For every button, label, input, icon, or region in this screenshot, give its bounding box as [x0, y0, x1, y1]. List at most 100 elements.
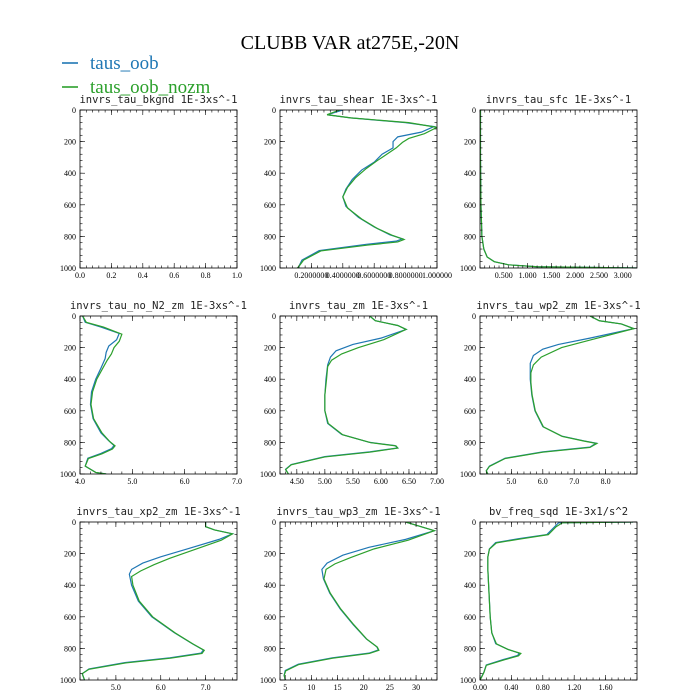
panel-6: invrs_tau_xp2_zm 1E-3xs^-10 200 400 600 800 1… — [60, 506, 241, 692]
ytick-label-4-3: 600 — [264, 407, 276, 416]
ytick-label-3-1: 200 — [64, 344, 76, 353]
panel-frame-2 — [479, 109, 638, 269]
panel-frame-0 — [79, 109, 238, 269]
xtick-label-4-4: 6.50 — [402, 477, 416, 486]
ytick-label-1-1: 200 — [264, 138, 276, 147]
panel-title-0: invrs_tau_bkgnd 1E-3xs^-1 — [79, 94, 237, 106]
ytick-label-6-4: 800 — [64, 644, 76, 653]
panel-0: invrs_tau_bkgnd 1E-3xs^-10 200 400 600 800 10… — [60, 94, 242, 280]
xtick-label-6-2: 7.0 — [201, 683, 211, 692]
xtick-label-0-2: 0.4 — [138, 271, 148, 280]
ytick-label-7-5: 1000 — [260, 676, 276, 685]
series-line-3-0 — [82, 316, 121, 474]
xtick-label-4-5: 7.00 — [430, 477, 444, 486]
ytick-label-8-5: 1000 — [460, 676, 476, 685]
ytick-label-3-3: 600 — [64, 407, 76, 416]
ytick-label-0-0: 0 — [72, 106, 76, 115]
series-line-2-1 — [480, 110, 637, 268]
series-line-1-0 — [298, 110, 437, 268]
xtick-label-4-0: 4.50 — [290, 477, 304, 486]
ytick-label-7-1: 200 — [264, 550, 276, 559]
panel-4: invrs_tau_zm 1E-3xs^-1 0 200 400 600 800 1000 4… — [260, 300, 444, 486]
ytick-label-6-2: 400 — [64, 581, 76, 590]
xtick-label-3-0: 4.0 — [75, 477, 85, 486]
xtick-label-2-3: 2.000 — [566, 271, 584, 280]
ytick-label-5-2: 400 — [464, 375, 476, 384]
xtick-label-7-5: 30 — [412, 683, 420, 692]
series-line-6-1 — [81, 522, 235, 680]
ytick-label-0-2: 400 — [64, 169, 76, 178]
series-line-5-1 — [485, 316, 636, 474]
ytick-label-1-0: 0 — [272, 106, 276, 115]
panel-title-5: invrs_tau_wp2_zm 1E-3xs^-1 — [476, 300, 640, 312]
series-line-3-1 — [82, 316, 123, 474]
xtick-label-7-4: 25 — [386, 683, 394, 692]
xtick-label-2-1: 1.000 — [519, 271, 537, 280]
xtick-label-5-2: 7.0 — [569, 477, 579, 486]
xtick-label-8-4: 1.60 — [599, 683, 613, 692]
ytick-label-8-4: 800 — [464, 644, 476, 653]
series-line-1-1 — [296, 110, 437, 268]
xtick-label-3-1: 5.0 — [127, 477, 137, 486]
xtick-label-7-0: 5 — [283, 683, 287, 692]
panel-frame-7 — [279, 521, 438, 681]
xtick-label-6-0: 5.0 — [111, 683, 121, 692]
series-line-7-0 — [283, 522, 437, 680]
ytick-label-4-0: 0 — [272, 312, 276, 321]
panel-frame-4 — [279, 315, 438, 475]
ytick-label-6-3: 600 — [64, 613, 76, 622]
ytick-label-2-4: 800 — [464, 232, 476, 241]
xtick-label-5-0: 5.0 — [506, 477, 516, 486]
xtick-label-1-1: 0.4000000 — [326, 271, 360, 280]
series-line-7-1 — [283, 522, 437, 680]
ytick-label-2-0: 0 — [472, 106, 476, 115]
xtick-label-4-3: 6.00 — [374, 477, 388, 486]
panel-frame-6 — [79, 521, 238, 681]
ytick-label-5-1: 200 — [464, 344, 476, 353]
xtick-label-5-1: 6.0 — [538, 477, 548, 486]
xtick-label-0-1: 0.2 — [106, 271, 116, 280]
panel-title-3: invrs_tau_no_N2_zm 1E-3xs^-1 — [70, 300, 247, 312]
ytick-label-1-3: 600 — [264, 201, 276, 210]
legend: taus_oob taus_oob_nozm — [62, 53, 211, 98]
series-line-4-0 — [284, 316, 408, 474]
xtick-label-7-1: 10 — [307, 683, 315, 692]
ytick-label-6-5: 1000 — [60, 676, 76, 685]
ytick-label-6-1: 200 — [64, 550, 76, 559]
ytick-label-2-3: 600 — [464, 201, 476, 210]
ytick-label-4-4: 800 — [264, 438, 276, 447]
ytick-label-5-3: 600 — [464, 407, 476, 416]
xtick-label-1-3: 0.8000000 — [389, 271, 423, 280]
ytick-label-6-0: 0 — [72, 518, 76, 527]
ytick-label-1-2: 400 — [264, 169, 276, 178]
panels: invrs_tau_bkgnd 1E-3xs^-1020040060080010… — [60, 94, 641, 692]
panel-title-4: invrs_tau_zm 1E-3xs^-1 — [289, 300, 428, 312]
xtick-label-1-2: 0.6000000 — [357, 271, 391, 280]
ytick-label-0-1: 200 — [64, 138, 76, 147]
legend-label-0: taus_oob — [90, 53, 159, 74]
xtick-label-3-3: 7.0 — [232, 477, 242, 486]
xtick-label-3-2: 6.0 — [180, 477, 190, 486]
ytick-label-1-4: 800 — [264, 232, 276, 241]
panel-frame-3 — [79, 315, 238, 475]
panel-title-7: invrs_tau_wp3_zm 1E-3xs^-1 — [276, 506, 440, 518]
ytick-label-8-0: 0 — [472, 518, 476, 527]
xtick-label-8-3: 1.20 — [567, 683, 581, 692]
xtick-label-7-2: 15 — [334, 683, 342, 692]
panel-frame-5 — [479, 315, 638, 475]
panel-frame-1 — [279, 109, 438, 269]
series-line-4-1 — [284, 316, 408, 474]
ytick-label-2-5: 1000 — [460, 264, 476, 273]
xtick-label-0-3: 0.6 — [169, 271, 179, 280]
ytick-label-2-1: 200 — [464, 138, 476, 147]
xtick-label-0-0: 0.0 — [75, 271, 85, 280]
xtick-label-1-4: 1.000000 — [422, 271, 452, 280]
panel-frame-8 — [479, 521, 638, 681]
panel-1: invrs_tau_shear 1E-3xs^-10 200 400 600 800 10… — [260, 94, 452, 280]
xtick-label-0-5: 1.0 — [232, 271, 242, 280]
xtick-label-4-2: 5.50 — [346, 477, 360, 486]
ytick-label-8-3: 600 — [464, 613, 476, 622]
ytick-label-2-2: 400 — [464, 169, 476, 178]
series-line-8-1 — [480, 522, 634, 680]
